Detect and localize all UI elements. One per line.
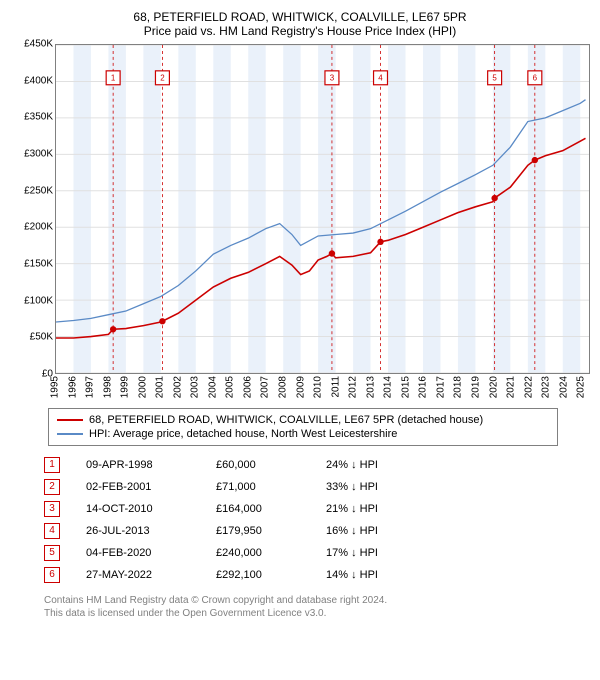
x-tick-label: 2017 — [435, 376, 446, 398]
transaction-marker: 6 — [44, 567, 60, 583]
legend-swatch-hpi — [57, 433, 83, 436]
x-tick-label: 2007 — [260, 376, 271, 398]
transaction-marker: 2 — [44, 479, 60, 495]
x-tick-label: 2003 — [190, 376, 201, 398]
transaction-row: 2 02-FEB-2001£71,00033% ↓ HPI — [44, 476, 590, 498]
legend-label-property: 68, PETERFIELD ROAD, WHITWICK, COALVILLE… — [89, 414, 483, 426]
x-tick-label: 2015 — [400, 376, 411, 398]
legend: 68, PETERFIELD ROAD, WHITWICK, COALVILLE… — [48, 408, 558, 446]
transaction-row: 5 04-FEB-2020£240,00017% ↓ HPI — [44, 542, 590, 564]
x-tick-label: 2021 — [506, 376, 517, 398]
y-tick-label: £300K — [24, 149, 53, 160]
x-tick-label: 2013 — [365, 376, 376, 398]
x-tick-label: 2025 — [576, 376, 587, 398]
x-tick-label: 1998 — [102, 376, 113, 398]
x-tick-label: 2001 — [155, 376, 166, 398]
x-tick-label: 2008 — [278, 376, 289, 398]
transaction-price: £179,950 — [216, 525, 326, 537]
y-tick-label: £100K — [24, 295, 53, 306]
x-tick-label: 2006 — [242, 376, 253, 398]
svg-text:1: 1 — [111, 73, 116, 82]
chart-plot: 1 2 3 4 5 6 — [55, 44, 590, 374]
transaction-date: 26-JUL-2013 — [86, 525, 216, 537]
transaction-price: £60,000 — [216, 459, 326, 471]
chart-title: 68, PETERFIELD ROAD, WHITWICK, COALVILLE… — [10, 10, 590, 24]
transaction-diff: 17% ↓ HPI — [326, 547, 378, 559]
transaction-diff: 24% ↓ HPI — [326, 459, 378, 471]
transaction-price: £292,100 — [216, 569, 326, 581]
legend-row-property: 68, PETERFIELD ROAD, WHITWICK, COALVILLE… — [57, 413, 549, 427]
transaction-price: £71,000 — [216, 481, 326, 493]
transaction-row: 3 14-OCT-2010£164,00021% ↓ HPI — [44, 498, 590, 520]
x-tick-label: 2018 — [453, 376, 464, 398]
transaction-price: £240,000 — [216, 547, 326, 559]
y-tick-label: £450K — [24, 39, 53, 50]
y-tick-label: £200K — [24, 222, 53, 233]
transaction-date: 27-MAY-2022 — [86, 569, 216, 581]
x-tick-label: 1995 — [50, 376, 61, 398]
y-tick-label: £400K — [24, 75, 53, 86]
x-tick-label: 2014 — [383, 376, 394, 398]
footer-attribution: Contains HM Land Registry data © Crown c… — [44, 594, 590, 620]
transaction-marker: 1 — [44, 457, 60, 473]
x-tick-label: 2005 — [225, 376, 236, 398]
chart-area: £0£50K£100K£150K£200K£250K£300K£350K£400… — [10, 44, 590, 394]
x-tick-label: 2020 — [488, 376, 499, 398]
transaction-price: £164,000 — [216, 503, 326, 515]
chart-subtitle: Price paid vs. HM Land Registry's House … — [10, 24, 590, 38]
y-axis: £0£50K£100K£150K£200K£250K£300K£350K£400… — [10, 44, 55, 374]
y-tick-label: £150K — [24, 259, 53, 270]
transaction-diff: 14% ↓ HPI — [326, 569, 378, 581]
svg-text:3: 3 — [330, 73, 335, 82]
transaction-date: 14-OCT-2010 — [86, 503, 216, 515]
y-tick-label: £250K — [24, 185, 53, 196]
transaction-date: 09-APR-1998 — [86, 459, 216, 471]
svg-text:6: 6 — [533, 73, 538, 82]
x-tick-label: 2011 — [330, 376, 341, 398]
transaction-marker: 4 — [44, 523, 60, 539]
x-tick-label: 2022 — [523, 376, 534, 398]
x-tick-label: 2009 — [295, 376, 306, 398]
transaction-diff: 21% ↓ HPI — [326, 503, 378, 515]
x-tick-label: 2024 — [558, 376, 569, 398]
x-tick-label: 2023 — [541, 376, 552, 398]
svg-text:2: 2 — [160, 73, 165, 82]
x-tick-label: 2002 — [172, 376, 183, 398]
x-tick-label: 2004 — [207, 376, 218, 398]
x-tick-label: 2000 — [137, 376, 148, 398]
transaction-date: 04-FEB-2020 — [86, 547, 216, 559]
y-tick-label: £350K — [24, 112, 53, 123]
x-tick-label: 2016 — [418, 376, 429, 398]
x-tick-label: 1996 — [67, 376, 78, 398]
transaction-row: 1 09-APR-1998£60,00024% ↓ HPI — [44, 454, 590, 476]
transaction-row: 6 27-MAY-2022£292,10014% ↓ HPI — [44, 564, 590, 586]
transaction-diff: 33% ↓ HPI — [326, 481, 378, 493]
footer-line1: Contains HM Land Registry data © Crown c… — [44, 594, 590, 607]
transaction-marker: 5 — [44, 545, 60, 561]
transaction-date: 02-FEB-2001 — [86, 481, 216, 493]
y-tick-label: £50K — [30, 332, 53, 343]
footer-line2: This data is licensed under the Open Gov… — [44, 607, 590, 620]
x-tick-label: 1999 — [120, 376, 131, 398]
transaction-marker: 3 — [44, 501, 60, 517]
legend-row-hpi: HPI: Average price, detached house, Nort… — [57, 427, 549, 441]
svg-text:4: 4 — [378, 73, 383, 82]
x-tick-label: 2010 — [313, 376, 324, 398]
transaction-diff: 16% ↓ HPI — [326, 525, 378, 537]
legend-swatch-property — [57, 419, 83, 422]
x-tick-label: 2019 — [470, 376, 481, 398]
svg-text:5: 5 — [492, 73, 497, 82]
transactions-table: 1 09-APR-1998£60,00024% ↓ HPI 2 02-FEB-2001… — [44, 454, 590, 586]
x-tick-label: 1997 — [85, 376, 96, 398]
legend-label-hpi: HPI: Average price, detached house, Nort… — [89, 428, 397, 440]
transaction-row: 4 26-JUL-2013£179,95016% ↓ HPI — [44, 520, 590, 542]
x-axis: 1995199619971998199920002001200220032004… — [55, 374, 590, 394]
x-tick-label: 2012 — [348, 376, 359, 398]
